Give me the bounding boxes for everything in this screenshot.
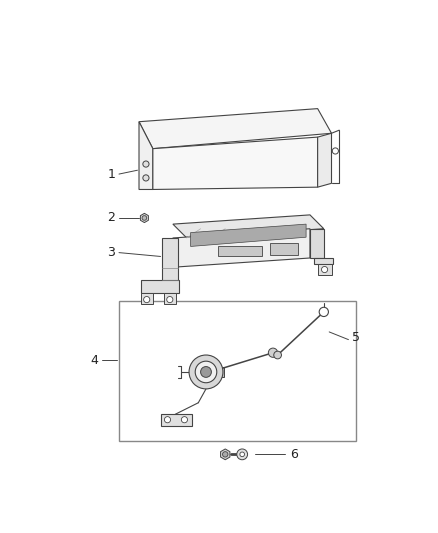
Polygon shape bbox=[314, 258, 333, 264]
Circle shape bbox=[240, 452, 244, 457]
Circle shape bbox=[223, 451, 228, 457]
Polygon shape bbox=[153, 137, 318, 189]
Polygon shape bbox=[141, 294, 153, 304]
Circle shape bbox=[321, 266, 328, 273]
Polygon shape bbox=[318, 133, 332, 187]
Polygon shape bbox=[164, 294, 176, 304]
Circle shape bbox=[268, 348, 278, 357]
Polygon shape bbox=[217, 367, 224, 377]
Polygon shape bbox=[218, 246, 262, 256]
Circle shape bbox=[274, 351, 282, 359]
Circle shape bbox=[319, 308, 328, 317]
Circle shape bbox=[189, 355, 223, 389]
Text: 6: 6 bbox=[290, 448, 298, 461]
Circle shape bbox=[195, 361, 217, 383]
Polygon shape bbox=[173, 215, 324, 238]
Circle shape bbox=[142, 216, 147, 220]
Polygon shape bbox=[318, 264, 332, 275]
Polygon shape bbox=[221, 449, 230, 460]
Polygon shape bbox=[139, 122, 153, 189]
Polygon shape bbox=[310, 229, 324, 258]
Circle shape bbox=[144, 296, 150, 303]
Polygon shape bbox=[141, 213, 148, 223]
Text: 1: 1 bbox=[107, 167, 115, 181]
Circle shape bbox=[167, 296, 173, 303]
Polygon shape bbox=[191, 224, 306, 246]
Text: 2: 2 bbox=[107, 212, 115, 224]
Text: 4: 4 bbox=[90, 354, 98, 367]
Polygon shape bbox=[270, 243, 298, 255]
Circle shape bbox=[201, 367, 212, 377]
Circle shape bbox=[181, 417, 187, 423]
Polygon shape bbox=[162, 238, 177, 287]
Polygon shape bbox=[141, 280, 179, 294]
Text: 3: 3 bbox=[107, 246, 115, 259]
Circle shape bbox=[237, 449, 247, 460]
Circle shape bbox=[332, 148, 339, 154]
Circle shape bbox=[143, 175, 149, 181]
Bar bbox=[119, 301, 356, 441]
Circle shape bbox=[143, 161, 149, 167]
Circle shape bbox=[164, 417, 170, 423]
Polygon shape bbox=[173, 229, 310, 267]
Text: 5: 5 bbox=[352, 331, 360, 344]
Polygon shape bbox=[139, 109, 332, 149]
Polygon shape bbox=[161, 414, 192, 426]
